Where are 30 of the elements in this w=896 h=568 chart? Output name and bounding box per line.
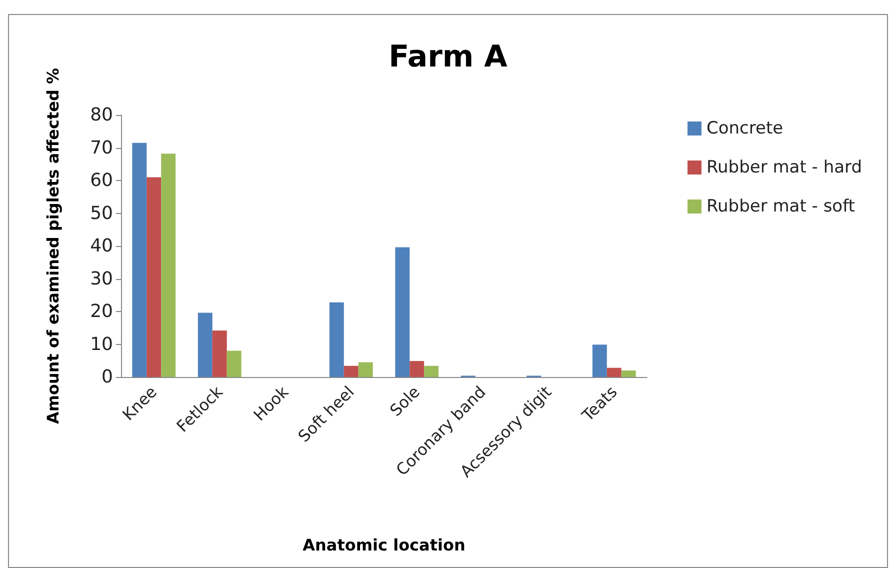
y-axis-title: Amount of examined piglets affected % (44, 68, 62, 424)
legend-label: Rubber mat - hard (706, 158, 862, 178)
y-tick-label: 0 (102, 366, 113, 388)
y-tick-label: 70 (90, 137, 113, 158)
bar (424, 366, 439, 377)
x-axis-title: Anatomic location (302, 536, 466, 554)
bar (606, 368, 622, 377)
bar (226, 350, 242, 377)
bar (161, 154, 176, 377)
bar (344, 366, 358, 377)
bar (198, 312, 212, 377)
y-tick-label: 10 (90, 334, 113, 355)
y-tick-label: 30 (90, 268, 113, 290)
bar (621, 370, 636, 377)
y-tick-label: 50 (90, 202, 113, 224)
bar (212, 330, 227, 377)
bar (395, 247, 410, 377)
chart-title: Farm A (388, 40, 508, 74)
bar (592, 344, 607, 377)
y-tick-label: 20 (90, 301, 113, 322)
legend-label: Concrete (706, 118, 784, 138)
y-tick-label: 60 (90, 170, 113, 191)
bar (132, 142, 147, 377)
y-tick-label: 80 (90, 104, 113, 126)
bar (146, 177, 162, 377)
legend-label: Rubber mat - soft (706, 196, 856, 216)
bar (329, 302, 344, 377)
bar (358, 362, 373, 377)
bar (410, 360, 424, 377)
y-tick-label: 40 (90, 236, 113, 256)
